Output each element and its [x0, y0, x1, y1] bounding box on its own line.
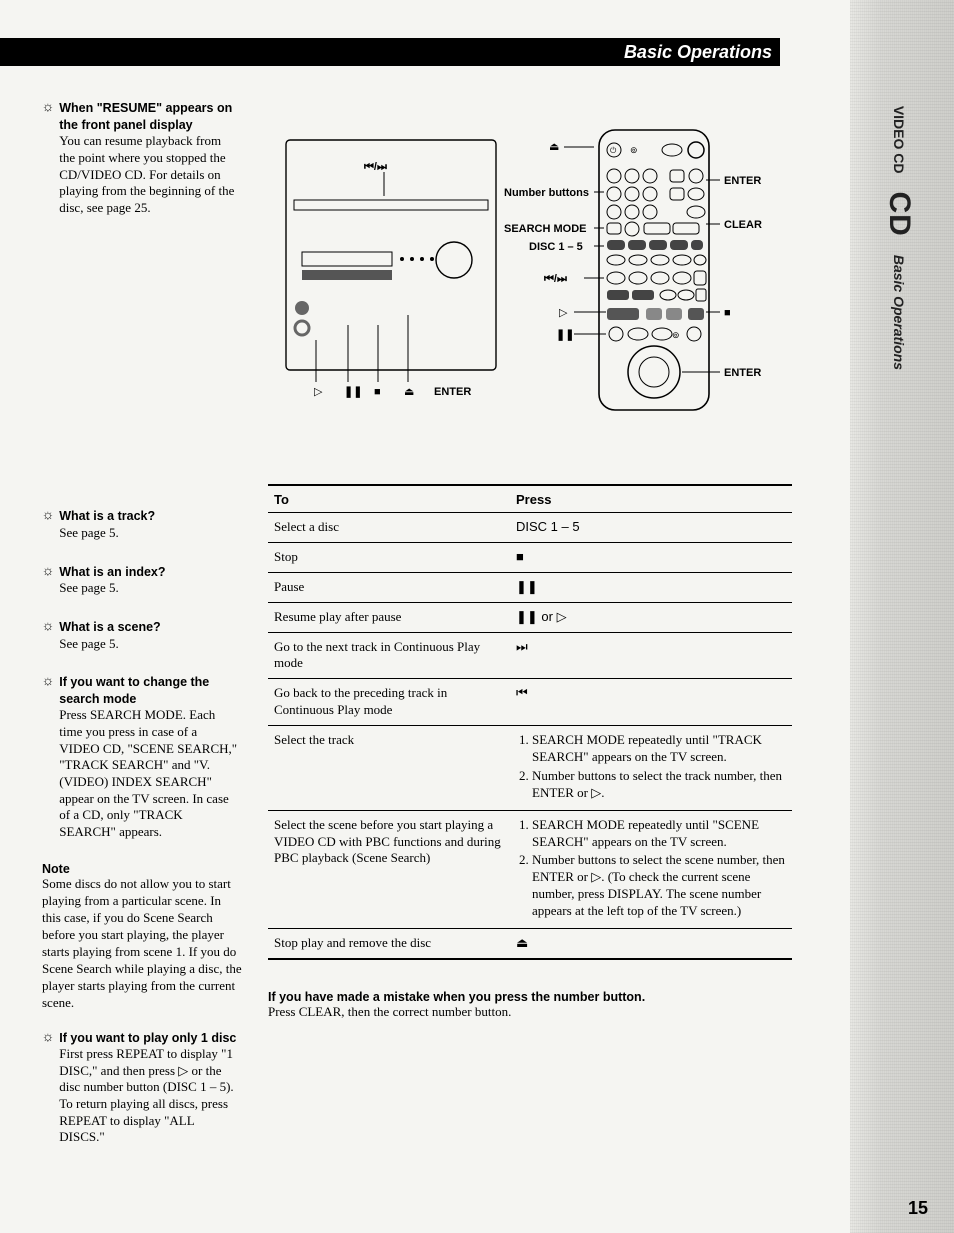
svg-text:⏻: ⏻: [610, 146, 617, 155]
cell-to: Select the scene before you start playin…: [268, 810, 510, 928]
operations-table: To Press Select a discDISC 1 – 5Stop■Pau…: [268, 484, 792, 960]
device-diagram: ▷ ❚❚ ■ ⏏ ENTER ⏮/⏭ ⏏ ⏻ ⊚: [274, 110, 798, 444]
note-title: Note: [42, 862, 248, 876]
cell-to: Select the track: [268, 726, 510, 811]
page-number: 15: [908, 1198, 928, 1219]
svg-text:Number buttons: Number buttons: [504, 187, 589, 199]
cell-press: ⏏: [510, 929, 792, 959]
tip-body: Press SEARCH MODE. Each time you press i…: [59, 706, 237, 838]
svg-text:▷: ▷: [559, 307, 568, 319]
table-row: Resume play after pause❚❚ or ▷: [268, 602, 792, 632]
tip-icon: ☼: [40, 619, 56, 635]
cell-to: Resume play after pause: [268, 602, 510, 632]
main-content: ▷ ❚❚ ■ ⏏ ENTER ⏮/⏭ ⏏ ⏻ ⊚: [268, 110, 798, 1020]
tip-play-1-disc: ☼ If you want to play only 1 disc First …: [42, 1030, 248, 1146]
svg-text:⊚: ⊚: [630, 145, 638, 155]
table-row: Stop play and remove the disc⏏: [268, 929, 792, 959]
cell-to: Stop play and remove the disc: [268, 929, 510, 959]
section-title: Basic Operations: [624, 42, 772, 63]
tip-title: What is a scene?: [59, 620, 160, 634]
tip-body: See page 5.: [59, 635, 119, 651]
cell-press: ❚❚: [510, 572, 792, 602]
svg-text:SEARCH MODE: SEARCH MODE: [504, 223, 587, 235]
cell-press: SEARCH MODE repeatedly until "TRACK SEAR…: [510, 726, 792, 811]
tip-title: What is an index?: [59, 565, 165, 579]
mistake-note: If you have made a mistake when you pres…: [268, 990, 798, 1020]
side-label-basic: Basic Operations: [891, 255, 907, 370]
svg-text:ENTER: ENTER: [724, 367, 761, 379]
cell-press: SEARCH MODE repeatedly until "SCENE SEAR…: [510, 810, 792, 928]
cell-press: ■: [510, 542, 792, 572]
tip-icon: ☼: [40, 1030, 56, 1046]
note-body: Some discs do not allow you to start pla…: [42, 876, 242, 1011]
mistake-head: If you have made a mistake when you pres…: [268, 990, 798, 1004]
svg-text:⊚: ⊚: [672, 330, 680, 340]
tip-scene: ☼ What is a scene? See page 5.: [42, 619, 248, 652]
table-row: Select the trackSEARCH MODE repeatedly u…: [268, 726, 792, 811]
side-label-cd: CD: [882, 192, 916, 237]
tip-icon: ☼: [40, 100, 56, 116]
tip-body: First press REPEAT to display "1 DISC," …: [59, 1045, 233, 1144]
svg-text:CLEAR: CLEAR: [724, 219, 762, 231]
tip-icon: ☼: [40, 508, 56, 524]
tip-index: ☼ What is an index? See page 5.: [42, 564, 248, 597]
svg-text:ENTER: ENTER: [724, 175, 761, 187]
cell-to: Stop: [268, 542, 510, 572]
tip-title: If you want to change the search mode: [59, 675, 209, 706]
svg-text:❚❚: ❚❚: [344, 386, 362, 398]
mistake-body: Press CLEAR, then the correct number but…: [268, 1004, 798, 1020]
tip-body: You can resume playback from the point w…: [59, 132, 234, 215]
cell-press: ❚❚ or ▷: [510, 602, 792, 632]
table-row: Go to the next track in Continuous Play …: [268, 632, 792, 679]
tip-track: ☼ What is a track? See page 5.: [42, 508, 248, 541]
col-press: Press: [510, 485, 792, 513]
cell-to: Select a disc: [268, 513, 510, 543]
svg-text:⏮/⏭: ⏮/⏭: [544, 273, 567, 285]
table-row: Go back to the preceding track in Contin…: [268, 679, 792, 726]
tip-icon: ☼: [40, 564, 56, 580]
tip-icon: ☼: [40, 674, 56, 690]
cell-to: Go to the next track in Continuous Play …: [268, 632, 510, 679]
svg-text:⏏: ⏏: [404, 386, 414, 398]
table-row: Pause❚❚: [268, 572, 792, 602]
tip-title: What is a track?: [59, 509, 155, 523]
side-tab: VIDEO CD CD Basic Operations: [850, 0, 954, 1233]
tip-resume: ☼ When "RESUME" appears on the front pan…: [42, 100, 248, 216]
cell-to: Go back to the preceding track in Contin…: [268, 679, 510, 726]
header-bar: Basic Operations: [0, 38, 780, 66]
tip-searchmode: ☼ If you want to change the search mode …: [42, 674, 248, 840]
table-row: Select a discDISC 1 – 5: [268, 513, 792, 543]
svg-text:▷: ▷: [314, 386, 323, 398]
cell-press: DISC 1 – 5: [510, 513, 792, 543]
table-row: Stop■: [268, 542, 792, 572]
cell-press: ⏭: [510, 632, 792, 679]
table-row: Select the scene before you start playin…: [268, 810, 792, 928]
tip-body: See page 5.: [59, 524, 119, 540]
cell-press: ⏮: [510, 679, 792, 726]
tip-title: When "RESUME" appears on the front panel…: [59, 101, 232, 132]
tip-body: See page 5.: [59, 579, 119, 595]
tip-title: If you want to play only 1 disc: [59, 1031, 236, 1045]
svg-text:⏏: ⏏: [549, 141, 559, 153]
svg-text:DISC 1 – 5: DISC 1 – 5: [529, 241, 583, 253]
cell-to: Pause: [268, 572, 510, 602]
sidebar-tips: ☼ When "RESUME" appears on the front pan…: [42, 100, 248, 1168]
svg-text:⏮/⏭: ⏮/⏭: [364, 161, 387, 173]
col-to: To: [268, 485, 510, 513]
side-label-videocd: VIDEO CD: [891, 106, 907, 174]
svg-text:ENTER: ENTER: [434, 386, 471, 398]
svg-text:■: ■: [724, 307, 731, 319]
svg-text:❚❚: ❚❚: [556, 329, 574, 341]
svg-text:■: ■: [374, 386, 381, 398]
